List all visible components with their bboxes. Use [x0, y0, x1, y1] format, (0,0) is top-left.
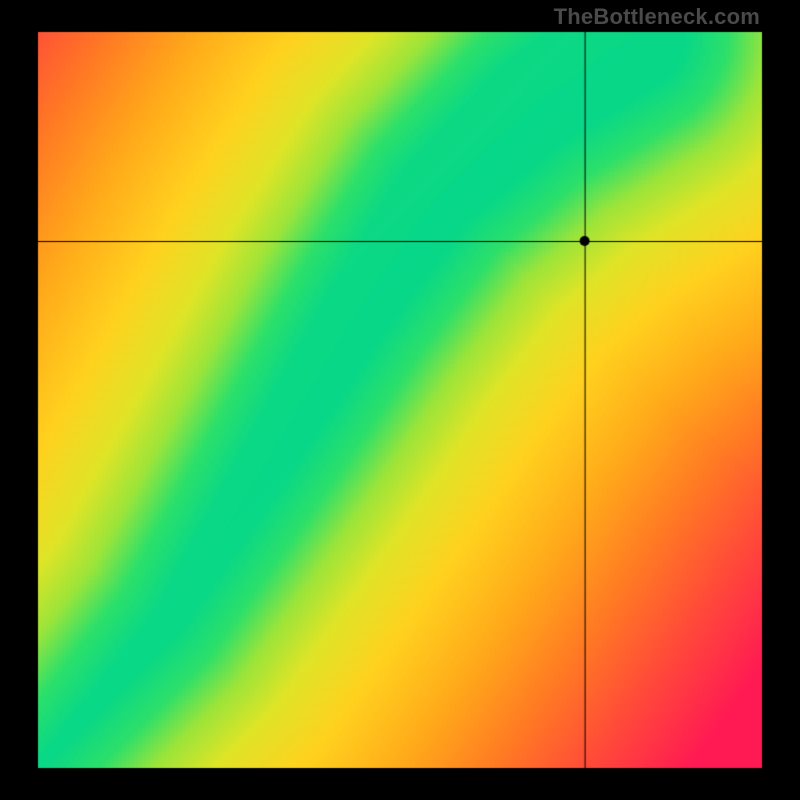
heatmap-canvas: [0, 0, 800, 800]
chart-container: TheBottleneck.com: [0, 0, 800, 800]
watermark-text: TheBottleneck.com: [554, 4, 760, 30]
